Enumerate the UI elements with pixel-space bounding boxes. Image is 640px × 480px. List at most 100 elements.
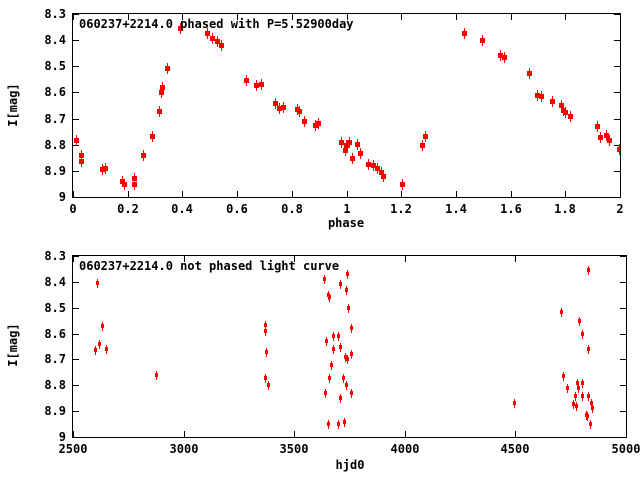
phased-y-axis-title: I[mag]	[6, 83, 20, 127]
y-tick-label: 9	[58, 190, 66, 204]
y-tick-mark	[620, 308, 626, 309]
y-tick-mark	[73, 437, 79, 438]
x-tick-mark	[565, 14, 566, 20]
y-tick-mark	[73, 308, 79, 309]
y-tick-mark	[73, 171, 79, 172]
x-tick-label: 2500	[58, 442, 88, 456]
x-tick-mark	[237, 191, 238, 197]
y-tick-mark	[620, 256, 626, 257]
x-tick-mark	[626, 431, 627, 437]
y-tick-mark	[614, 66, 620, 67]
y-tick-mark	[73, 40, 79, 41]
x-tick-mark	[515, 431, 516, 437]
x-tick-mark	[620, 191, 621, 197]
y-tick-label: 8.7	[44, 352, 66, 366]
x-tick-mark	[405, 256, 406, 262]
y-tick-label: 8.9	[44, 164, 66, 178]
phased-x-axis-title: phase	[327, 216, 365, 230]
y-tick-label: 8.4	[44, 33, 66, 47]
y-tick-label: 8.4	[44, 275, 66, 289]
x-tick-mark	[511, 191, 512, 197]
x-tick-label: 1.8	[554, 202, 576, 216]
x-tick-mark	[128, 191, 129, 197]
x-tick-label: 1.6	[500, 202, 522, 216]
y-tick-label: 8.6	[44, 327, 66, 341]
x-tick-mark	[292, 191, 293, 197]
x-tick-label: 1.2	[390, 202, 412, 216]
y-tick-mark	[614, 92, 620, 93]
y-tick-mark	[620, 437, 626, 438]
y-tick-label: 8.5	[44, 59, 66, 73]
x-tick-label: 3000	[169, 442, 199, 456]
y-tick-label: 9	[58, 430, 66, 444]
y-tick-mark	[73, 359, 79, 360]
x-tick-mark	[511, 14, 512, 20]
x-tick-mark	[73, 191, 74, 197]
y-tick-mark	[614, 145, 620, 146]
y-tick-mark	[614, 171, 620, 172]
x-tick-label: 1.4	[445, 202, 467, 216]
y-tick-mark	[614, 119, 620, 120]
y-tick-label: 8.7	[44, 112, 66, 126]
x-tick-label: 4500	[500, 442, 530, 456]
phased-light-curve-plot-area	[72, 13, 621, 198]
x-tick-mark	[237, 14, 238, 20]
x-tick-mark	[294, 431, 295, 437]
x-tick-label: 0.2	[117, 202, 139, 216]
y-tick-label: 8.3	[44, 249, 66, 263]
y-tick-mark	[73, 14, 79, 15]
x-tick-mark	[347, 191, 348, 197]
y-tick-mark	[73, 197, 79, 198]
y-tick-mark	[614, 197, 620, 198]
x-tick-mark	[184, 256, 185, 262]
y-tick-mark	[620, 334, 626, 335]
y-tick-mark	[73, 145, 79, 146]
phased-plot-title: 060237+2214.0 phased with P=5.52900day	[79, 17, 354, 31]
x-tick-label: 1	[343, 202, 351, 216]
y-tick-mark	[620, 411, 626, 412]
y-tick-label: 8.5	[44, 301, 66, 315]
x-tick-label: 0	[69, 202, 77, 216]
unphased-light-curve-plot-area	[72, 255, 627, 438]
x-tick-mark	[73, 256, 74, 262]
y-tick-label: 8.9	[44, 404, 66, 418]
x-tick-label: 0.6	[226, 202, 248, 216]
x-tick-mark	[294, 256, 295, 262]
x-tick-mark	[456, 191, 457, 197]
x-tick-label: 3500	[279, 442, 309, 456]
x-tick-mark	[73, 431, 74, 437]
x-tick-mark	[401, 191, 402, 197]
y-tick-label: 8.8	[44, 378, 66, 392]
x-tick-mark	[456, 14, 457, 20]
y-tick-label: 8.8	[44, 138, 66, 152]
y-tick-label: 8.6	[44, 85, 66, 99]
y-tick-mark	[73, 66, 79, 67]
unphased-plot-title: 060237+2214.0 not phased light curve	[79, 259, 340, 273]
x-tick-mark	[184, 431, 185, 437]
x-tick-mark	[515, 256, 516, 262]
x-tick-mark	[73, 14, 74, 20]
y-tick-mark	[620, 359, 626, 360]
y-tick-label: 8.3	[44, 7, 66, 21]
y-tick-mark	[73, 334, 79, 335]
x-tick-mark	[182, 14, 183, 20]
x-tick-mark	[182, 191, 183, 197]
x-tick-mark	[292, 14, 293, 20]
x-tick-mark	[405, 431, 406, 437]
x-tick-mark	[620, 14, 621, 20]
x-tick-label: 2	[616, 202, 624, 216]
unphased-y-axis-title: I[mag]	[6, 323, 20, 367]
x-tick-mark	[128, 14, 129, 20]
x-tick-label: 4000	[390, 442, 420, 456]
x-tick-label: 0.4	[171, 202, 193, 216]
x-tick-label: 5000	[611, 442, 640, 456]
y-tick-mark	[73, 256, 79, 257]
y-tick-mark	[73, 92, 79, 93]
y-tick-mark	[73, 411, 79, 412]
y-tick-mark	[620, 282, 626, 283]
x-tick-mark	[565, 191, 566, 197]
y-tick-mark	[73, 119, 79, 120]
y-tick-mark	[73, 385, 79, 386]
y-tick-mark	[614, 40, 620, 41]
